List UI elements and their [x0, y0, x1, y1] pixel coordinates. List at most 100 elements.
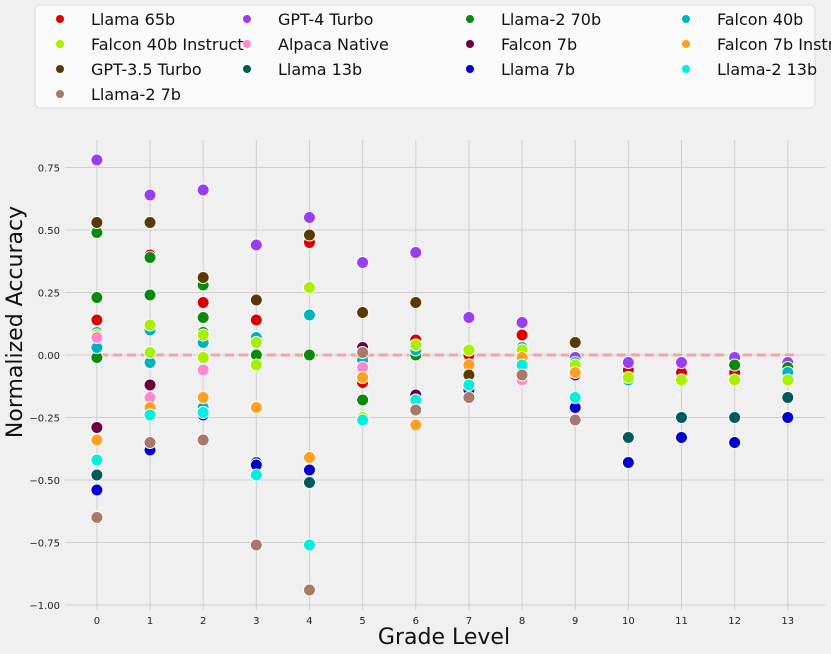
legend-items: Llama 65b GPT-4 Turbo Llama-2 70b Falcon 40…: [56, 10, 831, 104]
legend-item-llama-13b: Llama 13b: [243, 60, 362, 79]
data-point: [621, 371, 635, 384]
legend-marker: [466, 65, 474, 73]
data-point: [728, 358, 742, 372]
data-point: [781, 411, 795, 424]
data-point: [302, 583, 316, 597]
legend-label: GPT-3.5 Turbo: [91, 60, 202, 79]
data-point: [90, 511, 104, 524]
legend-item-gpt-3-5-turbo: GPT-3.5 Turbo: [56, 60, 202, 79]
data-point: [302, 348, 316, 362]
data-point: [302, 476, 316, 489]
series-llama-7b: [90, 383, 795, 497]
data-point: [196, 406, 210, 419]
legend-marker: [682, 15, 690, 23]
legend-label: Llama-2 13b: [717, 60, 817, 79]
legend: Llama 65b GPT-4 Turbo Llama-2 70b Falcon 40…: [34, 4, 831, 109]
series-llama-65b: [90, 236, 795, 389]
data-point: [409, 338, 423, 352]
data-point: [302, 281, 316, 294]
data-point: [143, 346, 157, 359]
legend-label: Falcon 7b Instruct: [717, 35, 831, 54]
series-llama-13b: [90, 391, 795, 489]
legend-label: Llama 65b: [91, 10, 175, 29]
legend-item-llama-7b: Llama 7b: [466, 60, 575, 79]
x-tick-label: 12: [728, 616, 741, 627]
data-point: [675, 373, 689, 387]
data-point: [409, 418, 423, 432]
data-point: [728, 373, 742, 387]
y-tick-label: 0.25: [38, 289, 60, 300]
data-point: [90, 421, 104, 434]
x-tick-label: 13: [781, 616, 794, 627]
data-point: [143, 288, 157, 302]
data-point: [462, 343, 476, 357]
data-point: [356, 306, 370, 319]
legend-item-alpaca-native: Alpaca Native: [243, 35, 389, 54]
data-point: [675, 356, 689, 369]
data-point: [621, 431, 635, 444]
series-llama-2-7b: [90, 346, 582, 597]
x-tick-label: 9: [572, 616, 578, 627]
legend-item-llama-2-13b: Llama-2 13b: [682, 60, 817, 79]
data-point: [249, 238, 263, 252]
series-gpt-3-5-turbo: [90, 216, 582, 382]
data-point: [143, 188, 157, 202]
data-point: [143, 216, 157, 229]
legend-label: GPT-4 Turbo: [278, 10, 373, 29]
legend-item-falcon-40b: Falcon 40b: [682, 10, 803, 29]
y-tick-label: −0.50: [29, 476, 60, 487]
data-point: [568, 413, 582, 427]
data-point: [90, 153, 104, 167]
legend-label: Llama 7b: [501, 60, 575, 79]
data-point: [728, 411, 742, 424]
data-point: [462, 311, 476, 324]
series-falcon-7b-instruct: [90, 351, 582, 464]
legend-marker: [243, 65, 251, 73]
legend-box: [34, 4, 816, 109]
data-point: [90, 331, 104, 344]
data-point: [515, 316, 529, 329]
data-point: [196, 296, 210, 309]
legend-label: Falcon 40b Instruct: [91, 35, 244, 54]
data-point: [675, 411, 689, 424]
data-point: [356, 371, 370, 384]
legend-item-falcon-40b-instruct: Falcon 40b Instruct: [56, 35, 244, 54]
series-llama-2-13b: [90, 358, 582, 552]
x-axis-title: Grade Level: [378, 625, 510, 650]
legend-item-llama-65b: Llama 65b: [56, 10, 175, 29]
data-point: [196, 271, 210, 284]
data-point: [462, 391, 476, 404]
data-point: [621, 456, 635, 469]
y-tick-label: 0.50: [38, 226, 60, 237]
x-tick-label: 2: [200, 616, 206, 627]
data-point: [249, 313, 263, 327]
x-tick-label: 1: [147, 616, 153, 627]
legend-item-gpt-4-turbo: GPT-4 Turbo: [243, 10, 373, 29]
legend-marker: [56, 90, 64, 98]
x-tick-label: 11: [675, 616, 688, 627]
x-tick-label: 4: [306, 616, 312, 627]
data-point: [302, 228, 316, 242]
legend-marker: [56, 40, 64, 48]
data-point: [143, 318, 157, 332]
data-point: [356, 346, 370, 359]
y-tick-label: 0.00: [38, 351, 60, 362]
legend-label: Llama 13b: [278, 60, 362, 79]
series-gpt-4-turbo: [90, 153, 795, 369]
data-point: [143, 378, 157, 392]
data-point: [568, 336, 582, 349]
data-point: [302, 451, 316, 464]
data-point: [249, 293, 263, 307]
data-point: [196, 433, 210, 447]
y-tick-label: −1.00: [29, 601, 60, 612]
data-point: [90, 483, 104, 497]
data-point: [196, 363, 210, 377]
data-point: [356, 413, 370, 427]
x-tick-label: 7: [466, 616, 472, 627]
legend-marker: [466, 40, 474, 48]
data-point: [356, 256, 370, 269]
legend-marker: [243, 15, 251, 23]
data-point: [302, 308, 316, 322]
